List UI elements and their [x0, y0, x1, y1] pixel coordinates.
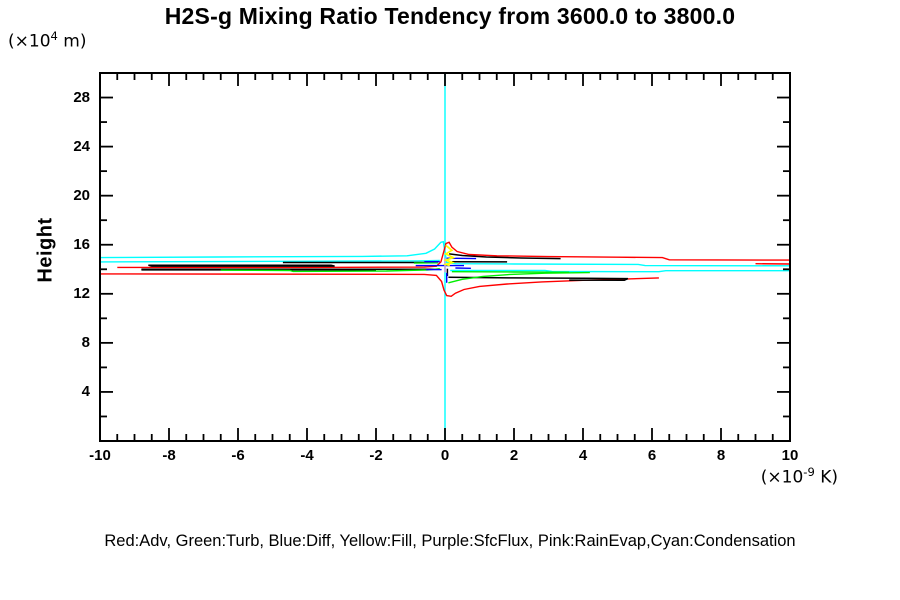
x-tick-label: -8 — [162, 447, 176, 464]
x-unit-exponent: -9 — [803, 465, 815, 479]
y-tick-label: 16 — [73, 235, 90, 253]
series-fill — [442, 244, 456, 267]
series-line — [99, 273, 659, 298]
y-unit-suffix: m) — [57, 31, 87, 52]
y-tick-label: 8 — [81, 333, 90, 351]
x-unit-prefix: (×10 — [760, 467, 804, 488]
x-tick-label: -6 — [231, 447, 245, 464]
series-adv — [99, 241, 791, 298]
x-tick-label: 0 — [440, 447, 450, 464]
y-tick-label: 12 — [73, 284, 90, 302]
series-line — [117, 241, 791, 269]
axes-ticks — [99, 73, 791, 441]
series-line — [451, 271, 570, 273]
x-tick-label: 8 — [716, 447, 726, 464]
series-line — [450, 269, 790, 273]
y-unit-exponent: 4 — [50, 29, 58, 43]
x-unit-suffix: K) — [814, 467, 838, 488]
series-line — [99, 240, 791, 267]
series-line — [448, 276, 629, 282]
series-line — [148, 264, 335, 267]
series-line — [442, 244, 456, 267]
x-tick-label: 2 — [509, 447, 519, 464]
x-tick-label: 4 — [578, 447, 588, 464]
series-black — [141, 253, 629, 282]
y-tick-label: 28 — [73, 88, 90, 106]
y-tick-label: 4 — [81, 382, 90, 400]
x-tick-label: -2 — [369, 447, 383, 464]
x-tick-label: -10 — [89, 447, 111, 464]
legend-text: Red:Adv, Green:Turb, Blue:Diff, Yellow:F… — [104, 532, 796, 550]
y-unit-prefix: (×10 — [8, 31, 51, 52]
y-axis-unit-label: (×104 m) — [8, 29, 86, 52]
x-tick-label: -4 — [300, 447, 314, 464]
series-line — [448, 271, 590, 284]
chart-title: H2S-g Mixing Ratio Tendency from 3600.0 … — [164, 3, 736, 29]
x-tick-label: 10 — [781, 447, 799, 464]
x-axis-unit-label: (×10-9 K) — [690, 465, 838, 488]
series-line — [99, 259, 440, 263]
series-condensation — [99, 73, 791, 441]
series-line — [449, 253, 561, 260]
y-tick-label: 20 — [73, 186, 90, 204]
y-tick-label: 24 — [73, 137, 90, 155]
x-tick-label: 6 — [647, 447, 657, 464]
